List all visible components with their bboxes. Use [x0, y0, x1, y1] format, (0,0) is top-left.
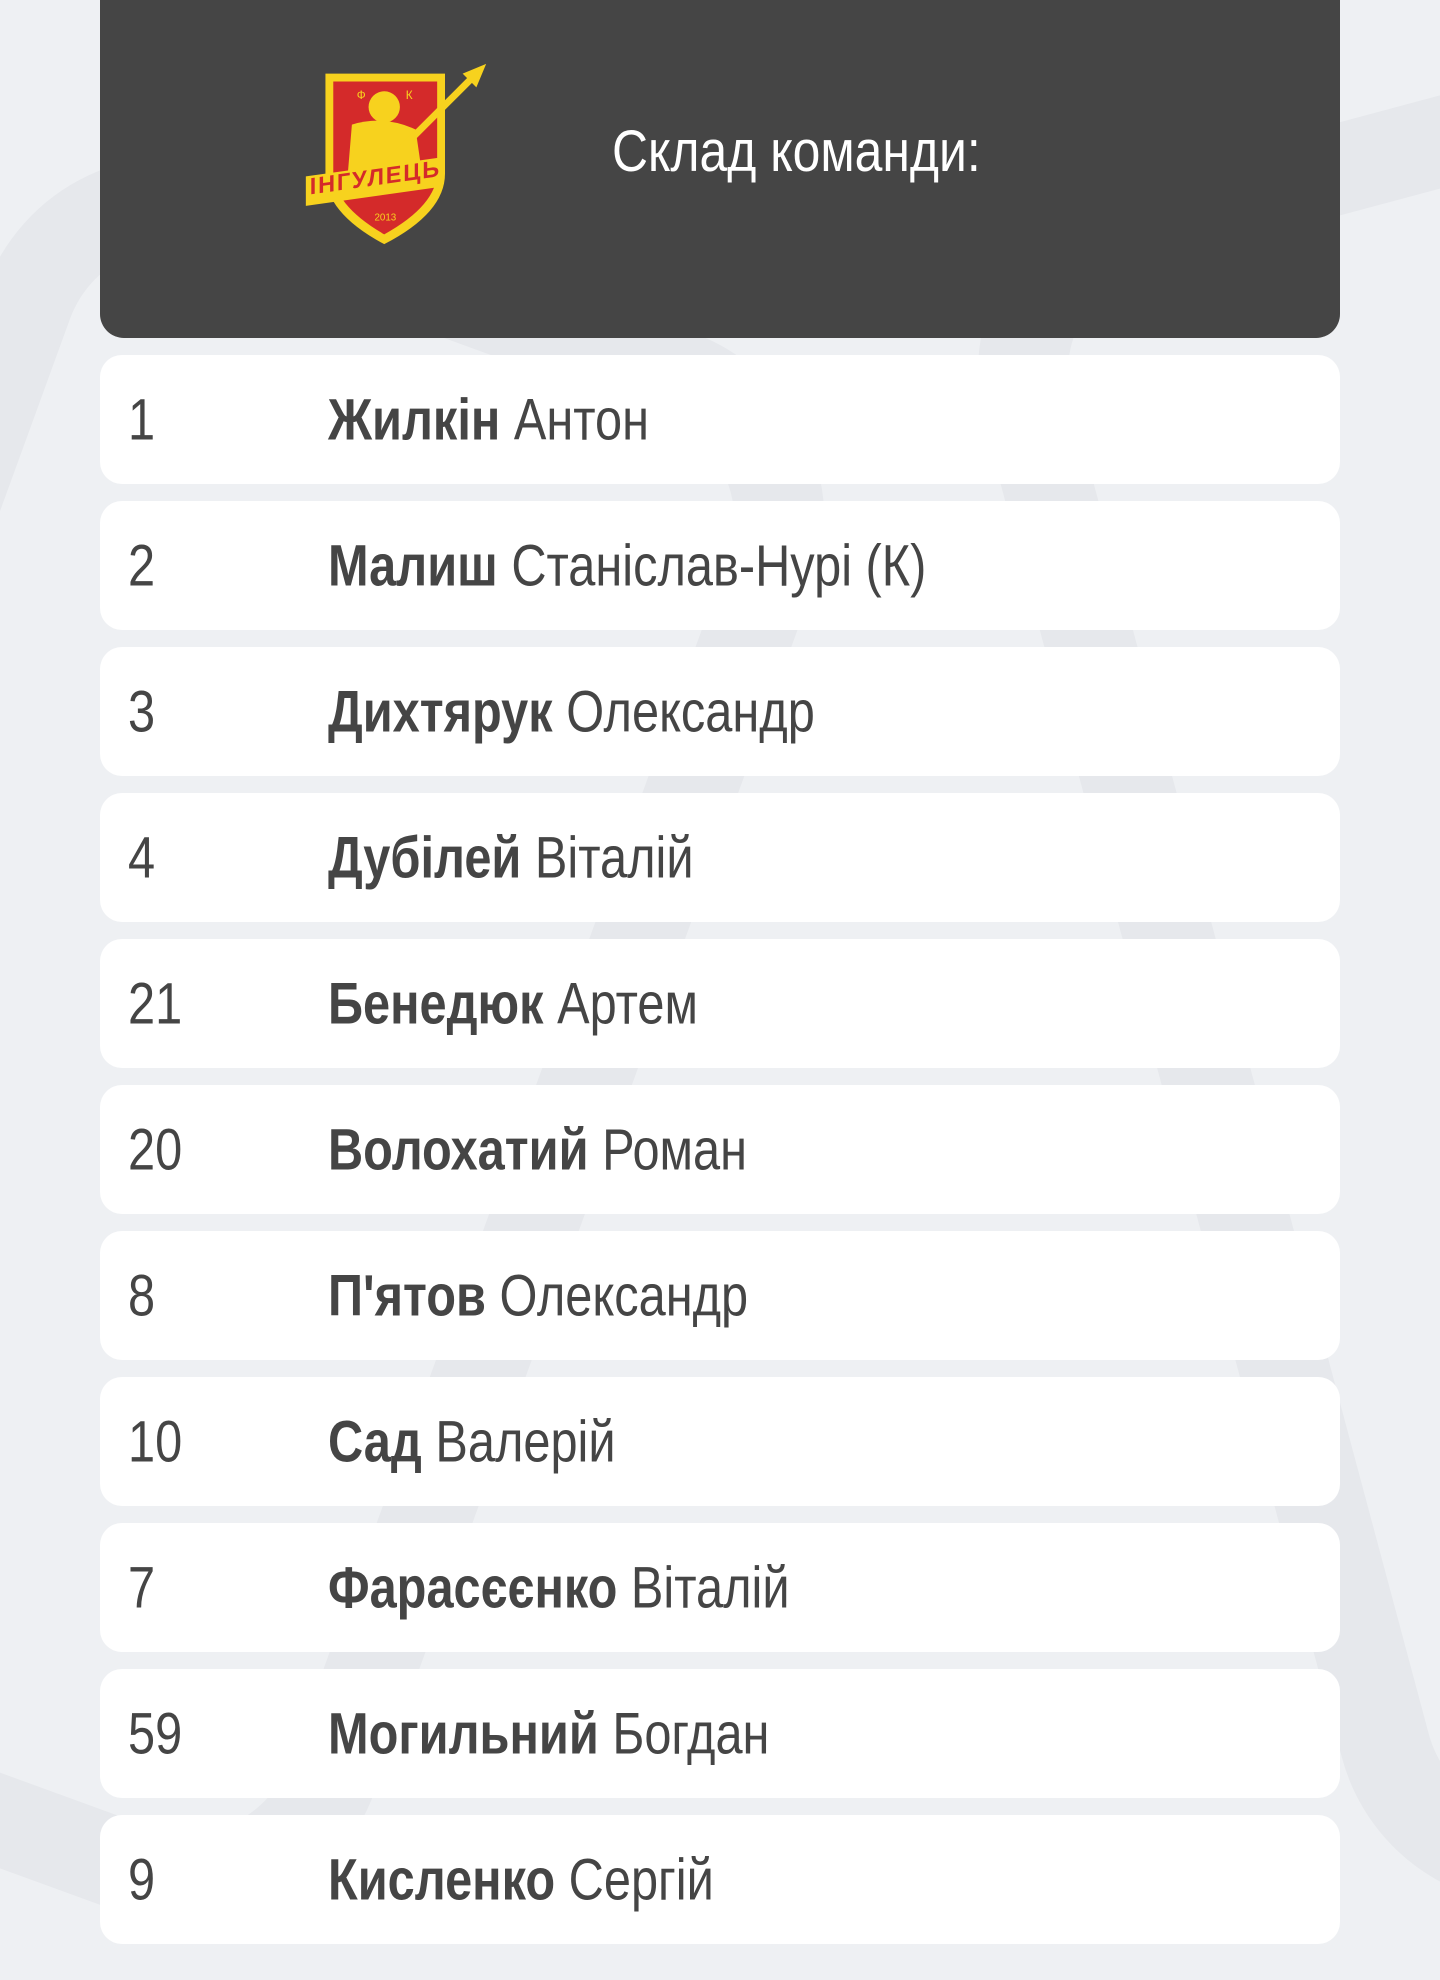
- player-row: 20 Волохатий Роман: [100, 1085, 1340, 1214]
- player-surname: Жилкін: [328, 387, 501, 452]
- player-row: 10 Сад Валерій: [100, 1377, 1340, 1506]
- svg-text:К: К: [406, 89, 413, 102]
- player-row: 3 Дихтярук Олександр: [100, 647, 1340, 776]
- player-name: Волохатий Роман: [328, 1116, 747, 1183]
- player-first-name: Сергій: [568, 1847, 714, 1912]
- player-name: Кисленко Сергій: [328, 1846, 714, 1913]
- player-list: 1 Жилкін Антон 2 Малиш Станіслав-Нурі (К)…: [100, 355, 1340, 1961]
- player-surname: Дубілей: [328, 825, 522, 890]
- player-first-name: Антон: [513, 387, 650, 452]
- player-surname: Кисленко: [328, 1847, 556, 1912]
- player-number: 1: [128, 387, 156, 452]
- player-surname: Фарасєєнко: [328, 1555, 618, 1620]
- player-number: 4: [128, 825, 156, 890]
- player-surname: Дихтярук: [328, 679, 553, 744]
- team-logo: Ф К ІНГУЛЕЦЬ 2013: [305, 63, 487, 245]
- player-surname: Бенедюк: [328, 971, 544, 1036]
- player-first-name: Богдан: [612, 1701, 770, 1766]
- player-name: Сад Валерій: [328, 1408, 616, 1475]
- player-first-name: Віталій: [630, 1555, 790, 1620]
- player-row: 21 Бенедюк Артем: [100, 939, 1340, 1068]
- team-header: Ф К ІНГУЛЕЦЬ 2013 Склад команди:: [100, 0, 1340, 338]
- player-number: 8: [128, 1263, 156, 1328]
- player-number: 3: [128, 679, 156, 744]
- player-number: 9: [128, 1847, 156, 1912]
- player-row: 2 Малиш Станіслав-Нурі (К): [100, 501, 1340, 630]
- player-row: 1 Жилкін Антон: [100, 355, 1340, 484]
- player-name: Малиш Станіслав-Нурі (К): [328, 532, 926, 599]
- player-first-name: Артем: [557, 971, 698, 1036]
- player-first-name: Валерій: [435, 1409, 616, 1474]
- player-first-name: Роман: [602, 1117, 748, 1182]
- player-row: 7 Фарасєєнко Віталій: [100, 1523, 1340, 1652]
- player-number: 7: [128, 1555, 156, 1620]
- player-name: Фарасєєнко Віталій: [328, 1554, 790, 1621]
- player-number: 2: [128, 533, 156, 598]
- page-title: Склад команди:: [612, 119, 981, 184]
- player-surname: Могильний: [328, 1701, 599, 1766]
- player-number: 20: [128, 1117, 183, 1182]
- player-name: Могильний Богдан: [328, 1700, 769, 1767]
- player-number: 21: [128, 971, 183, 1036]
- player-row: 4 Дубілей Віталій: [100, 793, 1340, 922]
- player-first-name: Олександр: [566, 679, 815, 744]
- player-name: Дихтярук Олександр: [328, 678, 815, 745]
- player-row: 59 Могильний Богдан: [100, 1669, 1340, 1798]
- svg-text:Ф: Ф: [357, 89, 366, 102]
- player-first-name: Віталій: [534, 825, 694, 890]
- player-name: Жилкін Антон: [328, 386, 649, 453]
- player-name: Бенедюк Артем: [328, 970, 698, 1037]
- player-surname: П'ятов: [328, 1263, 486, 1328]
- player-name: П'ятов Олександр: [328, 1262, 748, 1329]
- svg-text:2013: 2013: [374, 213, 396, 224]
- player-surname: Сад: [328, 1409, 422, 1474]
- player-number: 10: [128, 1409, 183, 1474]
- player-row: 8 П'ятов Олександр: [100, 1231, 1340, 1360]
- player-name: Дубілей Віталій: [328, 824, 694, 891]
- player-first-name: Станіслав-Нурі (К): [511, 533, 927, 598]
- player-row: 9 Кисленко Сергій: [100, 1815, 1340, 1944]
- player-surname: Малиш: [328, 533, 498, 598]
- player-number: 59: [128, 1701, 183, 1766]
- player-first-name: Олександр: [499, 1263, 749, 1328]
- player-surname: Волохатий: [328, 1117, 589, 1182]
